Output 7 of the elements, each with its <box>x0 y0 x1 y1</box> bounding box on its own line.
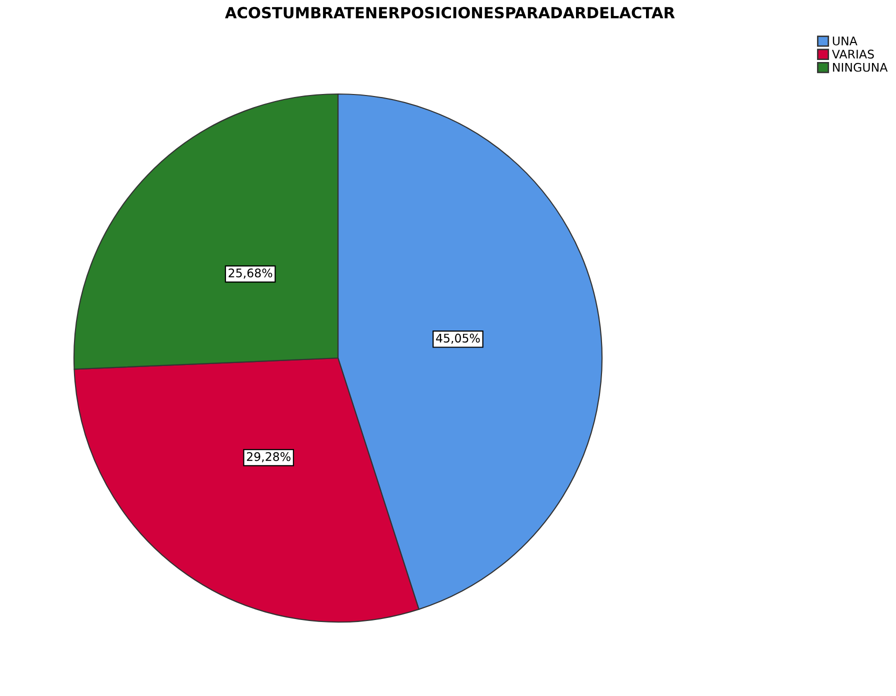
data-label: 45,05% <box>436 334 480 344</box>
legend-label: VARIAS <box>832 50 874 59</box>
legend-label: UNA <box>832 36 858 46</box>
chart-title: ACOSTUMBRATENERPOSICIONESPARADARDELACTAR <box>225 6 675 18</box>
data-label: 29,28% <box>246 452 290 462</box>
legend-label: NINGUNA <box>833 62 888 72</box>
data-label: 25,68% <box>228 268 272 279</box>
